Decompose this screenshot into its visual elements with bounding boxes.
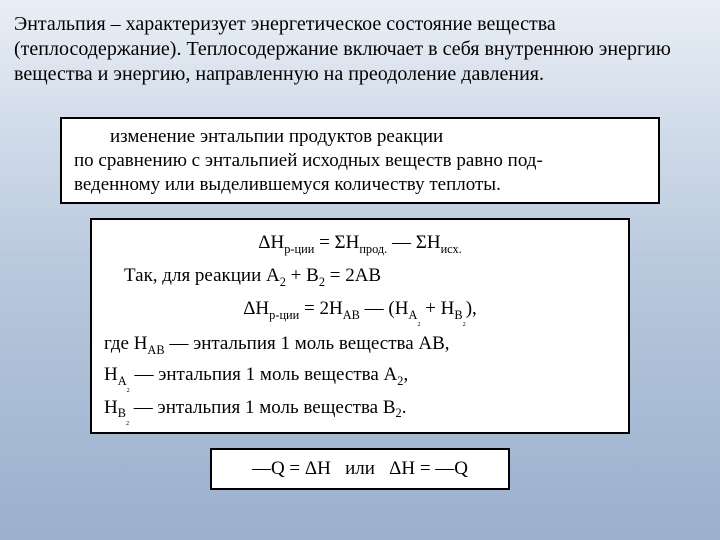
def-line-2: по сравнению с энтальпией исходных вещес… bbox=[74, 149, 646, 173]
reaction-line: Так, для реакции A2 + B2 = 2AB bbox=[104, 261, 616, 292]
definition-box: изменение энтальпии продуктов реакции по… bbox=[60, 117, 660, 204]
where-hb2: HB2 — энтальпия 1 моль вещества B2. bbox=[104, 393, 616, 426]
def-line-1: изменение энтальпии продуктов реакции bbox=[74, 125, 646, 149]
where-hab: где HAB — энтальпия 1 моль вещества AB, bbox=[104, 329, 616, 360]
heat-equation: —Q = ΔH или ΔH = —Q bbox=[252, 458, 468, 479]
slide: Энтальпия – характеризует энергетическое… bbox=[0, 0, 720, 540]
equation-reaction: ΔHр-ции = 2HAB — (HA2 + HB2), bbox=[104, 294, 616, 327]
where-ha2: HA2 — энтальпия 1 моль вещества A2, bbox=[104, 360, 616, 393]
formula-box: ΔHр-ции = ΣHпрод. — ΣHисх. Так, для реак… bbox=[90, 218, 630, 433]
def-line-3: веденному или выделившемуся количеству т… bbox=[74, 173, 646, 197]
equation-main: ΔHр-ции = ΣHпрод. — ΣHисх. bbox=[104, 228, 616, 259]
intro-text: Энтальпия – характеризует энергетическое… bbox=[14, 12, 706, 87]
heat-relation-box: —Q = ΔH или ΔH = —Q bbox=[210, 448, 510, 490]
